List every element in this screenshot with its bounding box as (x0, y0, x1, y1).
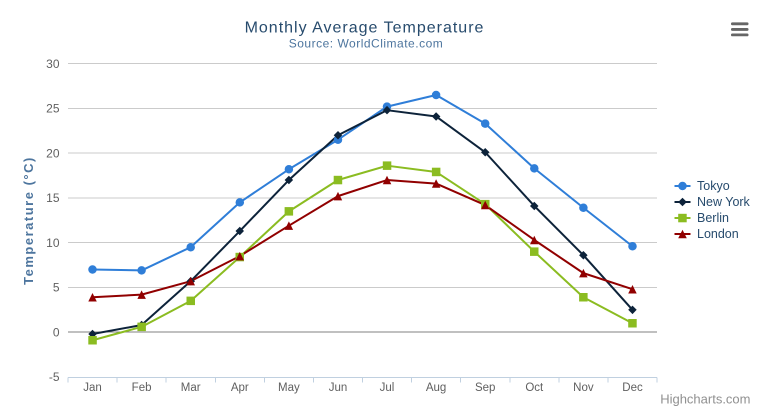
svg-text:Monthly Average Temperature: Monthly Average Temperature (245, 20, 485, 37)
svg-text:0: 0 (53, 325, 60, 339)
svg-text:5: 5 (53, 281, 60, 295)
svg-text:Jul: Jul (380, 382, 395, 394)
svg-text:Feb: Feb (132, 382, 152, 394)
svg-text:30: 30 (46, 57, 60, 71)
svg-text:Berlin: Berlin (697, 211, 729, 225)
svg-text:Dec: Dec (622, 382, 643, 394)
svg-text:Apr: Apr (231, 382, 249, 394)
svg-text:Jun: Jun (329, 382, 348, 394)
svg-text:Nov: Nov (573, 382, 594, 394)
svg-text:New York: New York (697, 195, 751, 209)
svg-text:-5: -5 (49, 370, 60, 384)
svg-text:Oct: Oct (525, 382, 544, 394)
svg-text:London: London (697, 227, 739, 241)
svg-text:15: 15 (46, 191, 60, 205)
svg-text:Source: WorldClimate.com: Source: WorldClimate.com (289, 36, 444, 50)
svg-text:May: May (278, 382, 300, 394)
svg-text:20: 20 (46, 146, 60, 160)
svg-text:25: 25 (46, 102, 60, 116)
svg-text:Aug: Aug (426, 382, 446, 394)
svg-text:Highcharts.com: Highcharts.com (660, 391, 750, 406)
svg-text:Mar: Mar (181, 382, 201, 394)
svg-text:Tokyo: Tokyo (697, 179, 730, 193)
svg-text:Temperature (°C): Temperature (°C) (21, 156, 36, 285)
svg-text:Jan: Jan (83, 382, 102, 394)
svg-text:Sep: Sep (475, 382, 495, 394)
svg-text:10: 10 (46, 236, 60, 250)
